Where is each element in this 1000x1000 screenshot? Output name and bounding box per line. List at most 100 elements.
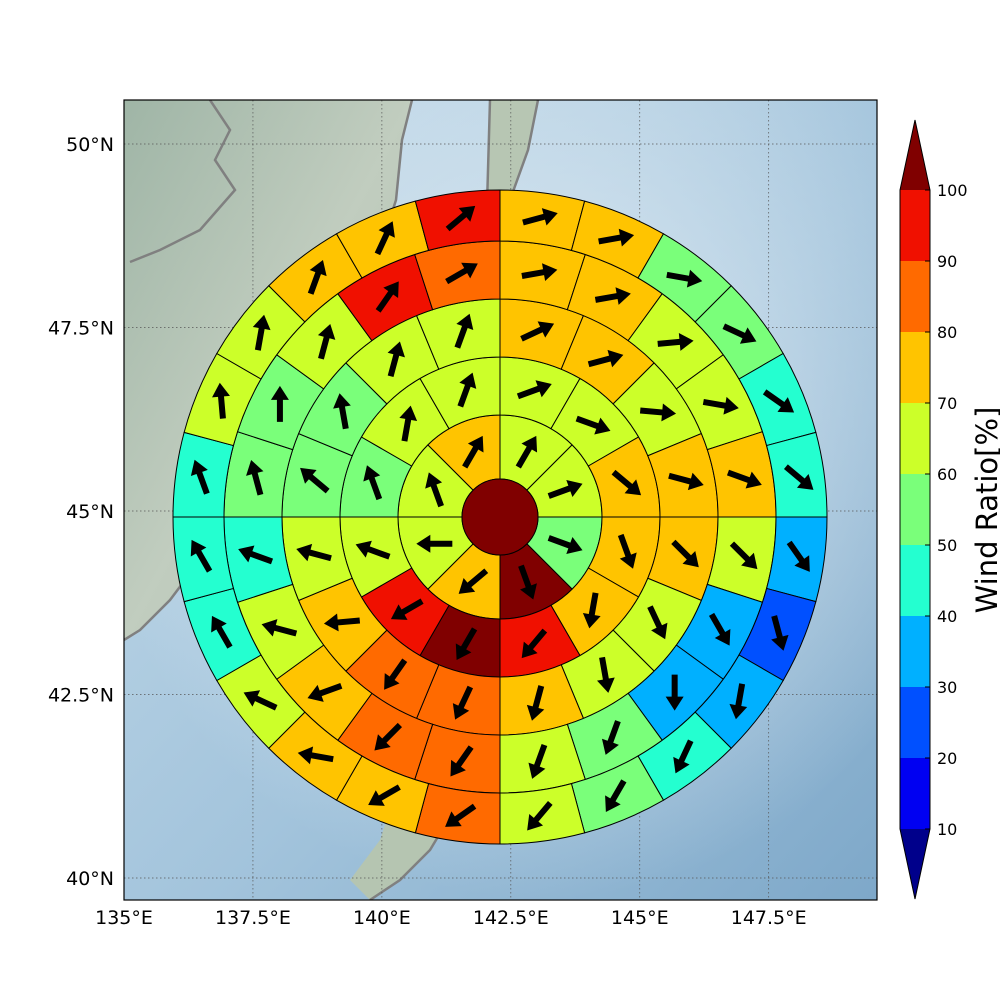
colorbar-band: [900, 758, 930, 829]
wind-arrow: [462, 435, 484, 469]
colorbar-tick-label: 30: [937, 678, 957, 697]
wind-arrow: [771, 615, 789, 651]
x-tick-label: 145°E: [611, 907, 669, 929]
y-axis-ticks: 50°N 47.5°N 45°N 42.5°N 40°N: [48, 134, 114, 890]
y-tick-label: 45°N: [66, 501, 114, 523]
wind-arrow: [190, 459, 210, 495]
x-tick-label: 140°E: [353, 907, 411, 929]
colorbar-tick-label: 50: [937, 536, 957, 555]
colorbar-band: [900, 332, 930, 403]
colorbar-tick-label: 60: [937, 465, 957, 484]
x-axis-ticks: 135°E 137.5°E 140°E 142.5°E 145°E 147.5°E: [95, 907, 807, 929]
wind-arrow: [708, 612, 731, 646]
colorbar-band: [900, 403, 930, 474]
wind-arrow: [445, 262, 478, 285]
wind-arrow: [702, 396, 739, 415]
wind-sectors: [172, 189, 828, 845]
wind-arrow: [425, 472, 444, 508]
wind-arrow: [270, 385, 289, 422]
y-tick-label: 50°N: [66, 134, 114, 156]
wind-arrow: [520, 321, 555, 342]
y-tick-label: 42.5°N: [48, 684, 114, 706]
wind-arrow: [726, 469, 762, 489]
wind-arrow: [454, 313, 474, 349]
wind-arrow: [605, 779, 627, 813]
wind-arrow: [547, 535, 583, 554]
wind-arrow: [450, 745, 474, 777]
wind-arrow: [722, 323, 757, 344]
wind-arrow: [522, 208, 558, 226]
wind-arrow: [458, 568, 489, 594]
wind-arrow: [323, 613, 361, 632]
wind-arrow: [528, 743, 548, 779]
wind-arrow: [575, 415, 611, 435]
wind-arrow: [375, 281, 399, 313]
colorbar-band: [900, 261, 930, 332]
wind-arrow: [390, 598, 424, 620]
colorbar-band: [900, 474, 930, 545]
colorbar-tick-label: 40: [937, 607, 957, 626]
wind-arrow: [374, 221, 395, 256]
wind-arrow: [666, 269, 703, 288]
wind-arrow: [363, 465, 383, 501]
wind-arrow: [374, 722, 403, 751]
y-tick-label: 47.5°N: [48, 318, 114, 340]
wind-arrow: [317, 323, 336, 360]
wind-arrow: [601, 720, 621, 755]
wind-arrow: [582, 592, 601, 629]
x-tick-label: 142.5°E: [473, 907, 549, 929]
wind-arrow: [729, 683, 748, 720]
wind-arrow: [547, 480, 583, 499]
wind-arrow: [518, 564, 537, 600]
colorbar-band: [900, 545, 930, 616]
x-tick-label: 137.5°E: [215, 907, 291, 929]
wind-arrow: [238, 545, 274, 565]
wind-arrow: [445, 803, 477, 827]
wind-arrow: [455, 627, 478, 660]
wind-arrow: [243, 690, 278, 711]
wind-arrow: [729, 541, 758, 570]
wind-sector: [172, 431, 235, 518]
wind-arrow: [211, 615, 233, 649]
wind-arrow: [355, 540, 391, 560]
wind-arrows: [190, 205, 814, 831]
wind-arrow: [786, 540, 810, 572]
wind-arrow: [445, 205, 476, 232]
wind-arrow: [457, 372, 477, 408]
wind-arrow: [671, 539, 699, 568]
wind-arrow: [307, 683, 343, 702]
wind-arrow: [297, 746, 334, 765]
colorbar-tick-label: 10: [937, 820, 957, 839]
wind-arrow: [296, 543, 332, 562]
wind-arrow: [190, 539, 213, 573]
wind-arrow: [252, 314, 271, 351]
center-sector: [461, 478, 539, 556]
wind-arrow: [416, 534, 453, 553]
wind-arrow: [333, 393, 351, 430]
wind-arrow: [647, 605, 668, 640]
colorbar-tick-label: 20: [937, 749, 957, 768]
colorbar-tick-label: 70: [937, 394, 957, 413]
wind-arrow: [668, 472, 704, 491]
wind-arrow: [598, 228, 635, 247]
wind-arrow: [526, 685, 545, 721]
wind-arrow: [521, 628, 548, 659]
wind-arrow: [300, 467, 330, 494]
x-tick-label: 135°E: [95, 907, 153, 929]
wind-arrow: [527, 800, 553, 831]
wind-arrow: [617, 533, 637, 569]
wind-arrow: [246, 460, 264, 496]
wind-arrow: [261, 619, 298, 637]
colorbar-extend-min: [900, 829, 930, 899]
wind-arrow: [673, 739, 694, 774]
wind-arrow: [657, 332, 694, 351]
colorbar-band: [900, 616, 930, 687]
map-panel: 135°E 137.5°E 140°E 142.5°E 145°E 147.5°E 50°…: [48, 99, 878, 929]
coastline: [129, 100, 237, 264]
wind-arrow: [307, 259, 327, 295]
colorbar-tick-label: 80: [937, 323, 957, 342]
wind-arrow: [587, 349, 624, 368]
colorbar-band: [900, 687, 930, 758]
wind-arrow: [515, 435, 538, 469]
